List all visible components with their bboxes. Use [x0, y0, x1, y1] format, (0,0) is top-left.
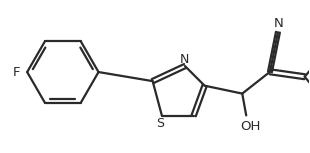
Text: N: N — [274, 17, 284, 30]
Text: N: N — [179, 53, 189, 66]
Text: OH: OH — [240, 120, 260, 133]
Text: S: S — [156, 117, 164, 130]
Text: F: F — [12, 65, 20, 78]
